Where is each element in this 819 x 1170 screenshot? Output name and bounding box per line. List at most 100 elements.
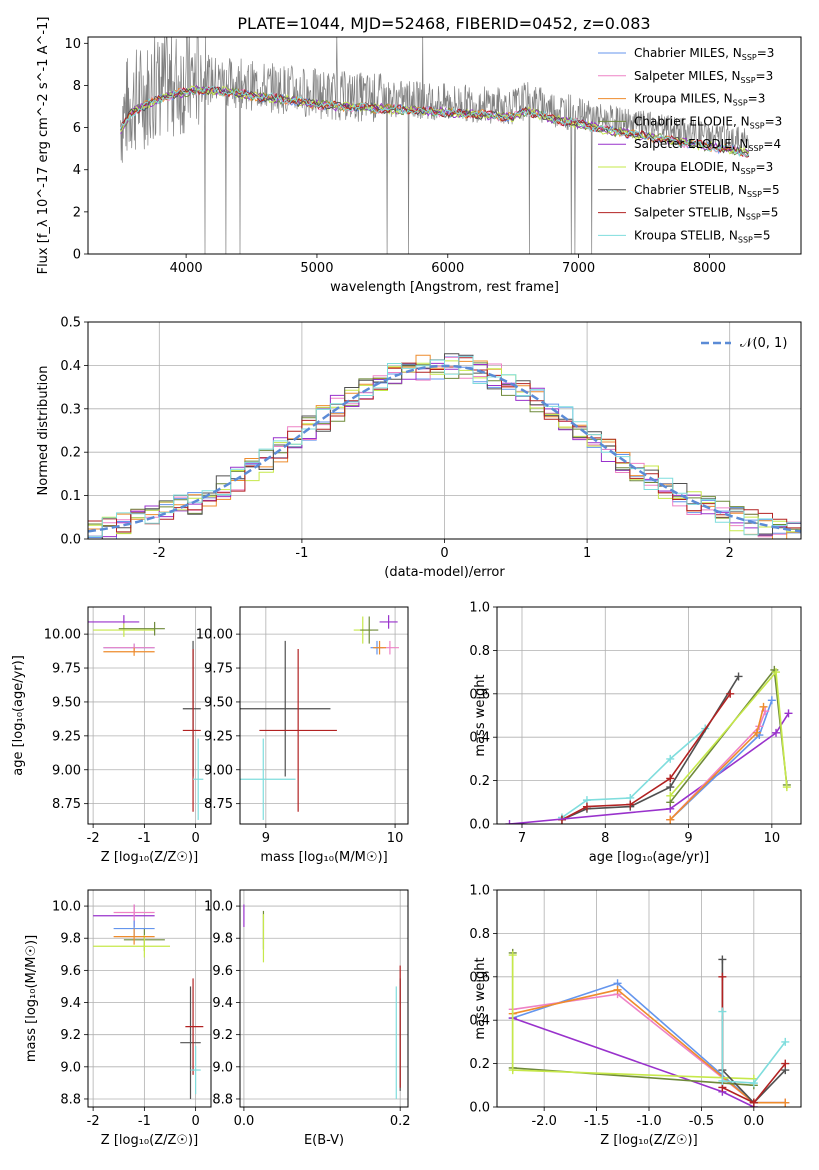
series-point bbox=[759, 702, 768, 711]
axes-frame bbox=[496, 889, 802, 1108]
x-tick-label: -2.0 bbox=[531, 1114, 556, 1129]
series-point bbox=[626, 800, 635, 809]
series-point bbox=[505, 820, 514, 824]
plot-area bbox=[240, 607, 408, 824]
y-tick-label: 8 bbox=[73, 79, 81, 94]
y-tick-label: 0.0 bbox=[469, 1101, 490, 1116]
series-line bbox=[509, 712, 790, 824]
series-point bbox=[666, 774, 675, 783]
y-tick-label: 10.0 bbox=[204, 900, 233, 915]
error-bar-point bbox=[93, 623, 155, 637]
error-bar-point bbox=[113, 904, 155, 921]
series-point bbox=[582, 802, 591, 811]
y-axis-label: age [log₁₀(age/yr)] bbox=[11, 655, 26, 776]
plot-marks bbox=[93, 904, 204, 1099]
x-tick-label: -1 bbox=[138, 831, 151, 846]
legend-label: Salpeter ELODIE, NSSP=4 bbox=[634, 137, 781, 153]
x-tick-label: 7 bbox=[518, 831, 526, 846]
plot-area bbox=[88, 607, 211, 824]
normal-curve bbox=[88, 364, 801, 533]
y-tick-label: 9.25 bbox=[204, 729, 233, 744]
series-point bbox=[666, 754, 675, 763]
y-tick-label: 9.4 bbox=[60, 996, 81, 1011]
y-tick-label: 0.4 bbox=[469, 1014, 490, 1029]
y-axis-label: Flux [f_λ 10^-17 erg cm^-2 s^-1 A^-1] bbox=[36, 17, 51, 275]
x-tick-label: 0.0 bbox=[743, 1114, 764, 1129]
x-axis-label: mass [log₁₀(M/M☉)] bbox=[260, 850, 387, 865]
legend-label: Kroupa MILES, NSSP=3 bbox=[634, 92, 765, 108]
y-tick-label: 9.8 bbox=[60, 932, 81, 947]
plot-marks bbox=[505, 665, 793, 824]
model-spectrum-line bbox=[120, 86, 749, 158]
error-bar-point bbox=[93, 935, 170, 958]
y-axis-label: mass weight bbox=[473, 674, 488, 756]
error-bar-point bbox=[118, 621, 165, 636]
axes-frame bbox=[496, 606, 802, 825]
error-bar-point bbox=[240, 640, 331, 777]
y-tick-label: 0.6 bbox=[469, 687, 490, 702]
y-tick-label: 0.4 bbox=[60, 359, 81, 374]
series-point bbox=[781, 1037, 790, 1046]
y-tick-label: 0.3 bbox=[60, 402, 81, 417]
plot-marks bbox=[120, 37, 750, 254]
series-point bbox=[784, 709, 793, 718]
x-axis-label: Z [log₁₀(Z/Z☉)] bbox=[600, 1133, 697, 1148]
series-point bbox=[718, 1076, 727, 1085]
series-point bbox=[734, 672, 743, 681]
axes-frame bbox=[239, 889, 409, 1108]
y-tick-label: 9.6 bbox=[60, 964, 81, 979]
x-tick-label: 5000 bbox=[300, 261, 333, 276]
y-tick-label: 10 bbox=[64, 37, 81, 52]
x-tick-label: 6000 bbox=[431, 261, 464, 276]
mass-weight-series bbox=[508, 951, 758, 1083]
mass-weight-series bbox=[505, 709, 793, 824]
y-tick-label: 1.0 bbox=[469, 601, 490, 616]
legend: 𝒩(0, 1) bbox=[701, 336, 787, 351]
figure-title: PLATE=1044, MJD=52468, FIBERID=0452, z=0… bbox=[237, 14, 650, 33]
y-tick-label: 9.0 bbox=[60, 1060, 81, 1075]
chart-massweight_vs_age: 7 8 9 10 0.0 0.2 0.4 0.6 0.8 1.0 age [log₁₀(age/yr… bbox=[469, 601, 802, 865]
series-point bbox=[782, 783, 791, 792]
y-tick-label: 10.0 bbox=[52, 900, 81, 915]
axes-frame bbox=[87, 606, 212, 825]
series-point bbox=[718, 955, 727, 964]
series-point bbox=[726, 689, 735, 698]
y-tick-label: 8.75 bbox=[204, 797, 233, 812]
plot-marks bbox=[243, 904, 401, 1099]
y-tick-label: 8.8 bbox=[212, 1092, 233, 1107]
chart-spectrum: 4000 5000 6000 7000 8000 0 2 4 6 8 10 wavelength [A… bbox=[36, 17, 802, 295]
y-tick-label: 9.50 bbox=[52, 695, 81, 710]
error-bar-point bbox=[240, 738, 296, 820]
x-tick-label: 2 bbox=[726, 546, 734, 561]
axes-frame bbox=[239, 606, 409, 825]
y-tick-label: 9.75 bbox=[52, 662, 81, 677]
series-point bbox=[718, 972, 727, 981]
error-bar-point bbox=[113, 928, 155, 945]
y-tick-label: 2 bbox=[73, 205, 81, 220]
x-tick-label: 0 bbox=[191, 831, 199, 846]
x-tick-label: -0.5 bbox=[689, 1114, 714, 1129]
x-axis-label: (data-model)/error bbox=[384, 565, 505, 580]
chart-mass_vs_Z: -2 -1 0 8.8 9.0 9.2 9.4 9.6 9.8 10.0 Z [log₁₀(Z/Z☉… bbox=[24, 889, 212, 1148]
x-tick-label: 0 bbox=[440, 546, 448, 561]
error-bar-point bbox=[190, 1045, 201, 1095]
x-tick-label: 7000 bbox=[562, 261, 595, 276]
y-tick-label: 0 bbox=[73, 248, 81, 263]
series-point bbox=[666, 783, 675, 792]
error-bar-point bbox=[185, 978, 204, 1075]
series-point bbox=[666, 791, 675, 800]
x-tick-label: -1.0 bbox=[636, 1114, 661, 1129]
x-tick-label: 1 bbox=[583, 546, 591, 561]
legend-label: Kroupa STELIB, NSSP=5 bbox=[634, 228, 771, 244]
chart-residuals: -2 -1 0 1 2 0.0 0.1 0.2 0.3 0.4 0.5 (data-model)/er… bbox=[36, 316, 802, 580]
error-bar-point bbox=[259, 649, 337, 812]
y-tick-label: 9.6 bbox=[212, 964, 233, 979]
axes-frame bbox=[87, 889, 212, 1108]
x-tick-label: 0.0 bbox=[234, 1114, 255, 1129]
plot-area bbox=[497, 607, 801, 824]
legend-label: Chabrier STELIB, NSSP=5 bbox=[634, 183, 780, 199]
x-tick-label: -1.5 bbox=[584, 1114, 609, 1129]
x-axis-label: Z [log₁₀(Z/Z☉)] bbox=[101, 1133, 198, 1148]
y-tick-label: 0.2 bbox=[60, 446, 81, 461]
